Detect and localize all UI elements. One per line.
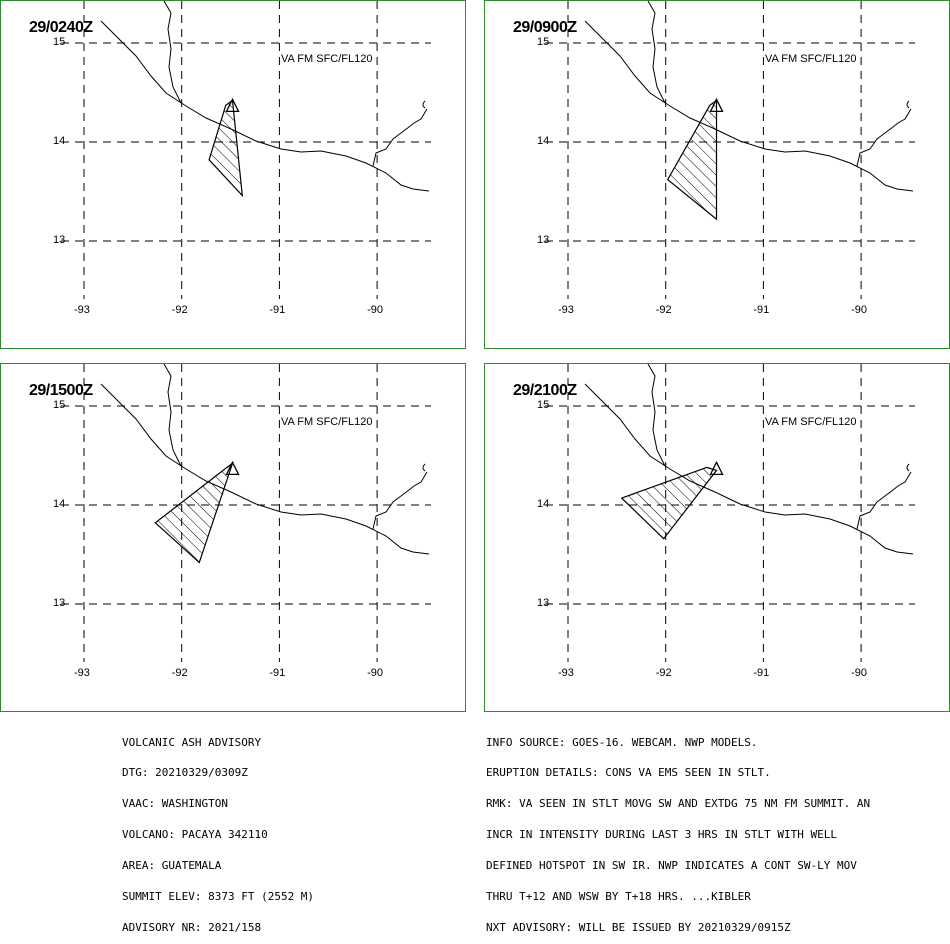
lon-tick-label: -90 <box>851 304 867 316</box>
lat-tick-label: 14 <box>53 135 66 147</box>
advisory-right-line: RMK: VA SEEN IN STLT MOVG SW AND EXTDG 7… <box>486 797 871 811</box>
panel-time: 29/1500Z <box>29 382 93 399</box>
map-canvas <box>61 1 431 299</box>
border-line <box>163 1 182 104</box>
lon-tick-label: -93 <box>74 304 90 316</box>
lon-tick-label: -90 <box>367 667 383 679</box>
lat-tick-label: 14 <box>537 498 550 510</box>
flight-level-label: VA FM SFC/FL120 <box>765 416 857 428</box>
lon-tick-label: -91 <box>269 667 286 679</box>
lat-tick-label: 15 <box>53 36 66 48</box>
lon-tick-label: -92 <box>171 667 188 679</box>
forecast-panel: 29/0900Z VA FM SFC/FL120 15 14 13 -93 -92 -91 -9… <box>484 0 950 349</box>
lon-tick-label: -93 <box>558 667 574 679</box>
border-line <box>856 471 912 530</box>
lat-tick-label: 13 <box>537 234 550 246</box>
lon-tick-label: -92 <box>171 304 188 316</box>
advisory-right-line: INFO SOURCE: GOES-16. WEBCAM. NWP MODELS… <box>486 735 758 749</box>
coastline <box>100 383 430 555</box>
flight-level-label: VA FM SFC/FL120 <box>765 53 857 65</box>
coastline <box>100 20 430 192</box>
volcano-icon <box>225 460 240 476</box>
ash-cloud-polygon <box>666 99 718 221</box>
lat-tick-label: 15 <box>53 399 66 411</box>
advisory-left-block: VOLCANIC ASH ADVISORY DTG: 20210329/0309… <box>122 717 314 944</box>
lon-tick-label: -90 <box>367 304 383 316</box>
advisory-right-line: ERUPTION DETAILS: CONS VA EMS SEEN IN ST… <box>486 766 771 780</box>
lat-tick-label: 13 <box>53 597 66 609</box>
border-line <box>906 100 910 109</box>
border-line <box>163 364 182 467</box>
border-line <box>647 1 666 104</box>
forecast-panel: 29/2100Z VA FM SFC/FL120 15 14 13 -93 -92 -91 -9… <box>484 363 950 712</box>
coastline <box>584 20 914 192</box>
volcano-icon <box>709 460 724 476</box>
border-line <box>422 100 426 109</box>
border-line <box>372 108 428 167</box>
ash-cloud-polygon <box>208 99 244 198</box>
lon-tick-label: -91 <box>269 304 286 316</box>
lat-tick-label: 15 <box>537 399 550 411</box>
lon-tick-label: -91 <box>753 304 770 316</box>
advisory-right-line: THRU T+12 AND WSW BY T+18 HRS. ...KIBLER <box>486 890 751 904</box>
lon-tick-label: -91 <box>753 667 770 679</box>
map-canvas <box>545 364 915 662</box>
advisory-left-line: VAAC: WASHINGTON <box>122 797 228 811</box>
border-line <box>372 471 428 530</box>
volcano-icon <box>225 97 240 113</box>
advisory-left-line: DTG: 20210329/0309Z <box>122 766 248 780</box>
panel-time: 29/0240Z <box>29 19 93 36</box>
panel-time: 29/0900Z <box>513 19 577 36</box>
lat-tick-label: 14 <box>537 135 550 147</box>
flight-level-label: VA FM SFC/FL120 <box>281 53 373 65</box>
ash-cloud-polygon <box>154 461 234 564</box>
advisory-right-line: NXT ADVISORY: WILL BE ISSUED BY 20210329… <box>486 920 791 934</box>
border-line <box>422 463 426 472</box>
advisory-left-line: ADVISORY NR: 2021/158 <box>122 920 262 934</box>
panel-time: 29/2100Z <box>513 382 577 399</box>
advisory-right-line: DEFINED HOTSPOT IN SW IR. NWP INDICATES … <box>486 859 857 873</box>
flight-level-label: VA FM SFC/FL120 <box>281 416 373 428</box>
lat-tick-label: 13 <box>537 597 550 609</box>
lon-tick-label: -92 <box>655 667 672 679</box>
advisory-right-line: INCR IN INTENSITY DURING LAST 3 HRS IN S… <box>486 828 837 842</box>
advisory-left-line: VOLCANIC ASH ADVISORY <box>122 735 262 749</box>
advisory-left-line: SUMMIT ELEV: 8373 FT (2552 M) <box>122 890 315 904</box>
border-line <box>647 364 666 467</box>
advisory-left-line: AREA: GUATEMALA <box>122 859 222 873</box>
coastline <box>584 383 914 555</box>
map-canvas <box>61 364 431 662</box>
border-line <box>856 108 912 167</box>
forecast-panel: 29/0240Z VA FM SFC/FL120 15 14 13 -93 -92 -91 -9… <box>0 0 466 349</box>
lat-tick-label: 15 <box>537 36 550 48</box>
lon-tick-label: -92 <box>655 304 672 316</box>
ash-cloud-polygon <box>620 466 718 540</box>
advisory-right-block: INFO SOURCE: GOES-16. WEBCAM. NWP MODELS… <box>486 717 870 944</box>
map-canvas <box>545 1 915 299</box>
border-line <box>906 463 910 472</box>
volcano-icon <box>709 97 724 113</box>
lat-tick-label: 13 <box>53 234 66 246</box>
lon-tick-label: -90 <box>851 667 867 679</box>
forecast-panel: 29/1500Z VA FM SFC/FL120 15 14 13 -93 -92 -91 -9… <box>0 363 466 712</box>
lat-tick-label: 14 <box>53 498 66 510</box>
lon-tick-label: -93 <box>74 667 90 679</box>
advisory-left-line: VOLCANO: PACAYA 342110 <box>122 828 268 842</box>
lon-tick-label: -93 <box>558 304 574 316</box>
